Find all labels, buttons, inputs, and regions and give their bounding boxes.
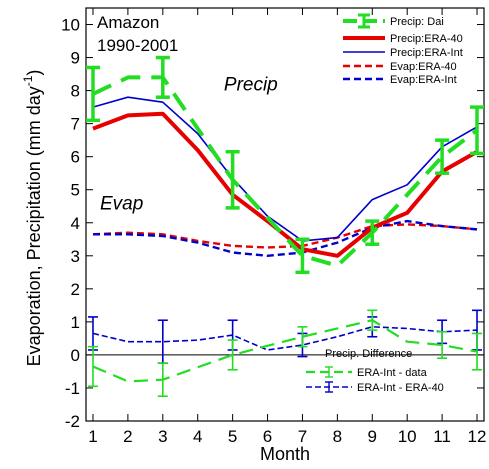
legend-top: Precip: Dai Precip:ERA-40 Precip:ERA-Int Ev… bbox=[343, 13, 463, 86]
x-tick-label: 2 bbox=[123, 427, 132, 446]
y-tick-label: 3 bbox=[71, 247, 80, 266]
series-precip_dai bbox=[85, 55, 485, 275]
x-tick-label: 10 bbox=[398, 427, 417, 446]
inset-title-line-1: Amazon bbox=[97, 13, 159, 32]
x-tick-label: 3 bbox=[158, 427, 167, 446]
x-tick-label: 7 bbox=[298, 427, 307, 446]
y-tick-label: 5 bbox=[71, 181, 80, 200]
series-line bbox=[92, 326, 478, 351]
y-tick-label: 7 bbox=[71, 115, 80, 134]
series-line bbox=[92, 111, 478, 258]
series-evap_era40 bbox=[92, 223, 478, 249]
series-precip_eraint bbox=[92, 96, 478, 242]
legend-label: Evap:ERA-40 bbox=[390, 61, 457, 73]
legend-label: ERA-Int - ERA-40 bbox=[357, 382, 444, 394]
legend-item-precip_eraint: Precip:ERA-Int bbox=[343, 47, 463, 59]
series-diff_int_data bbox=[87, 309, 483, 398]
y-tick-label: 9 bbox=[71, 49, 80, 68]
y-tick-label: -2 bbox=[65, 412, 80, 431]
x-axis-title: Month bbox=[260, 444, 310, 464]
y-axis-title-main: Evaporation, Precipitation (mm day bbox=[24, 86, 44, 366]
legend-label: ERA-Int - data bbox=[357, 367, 428, 379]
x-tick-label: 8 bbox=[333, 427, 342, 446]
x-tick-label: 1 bbox=[88, 427, 97, 446]
annotation-evap: Evap bbox=[100, 194, 143, 215]
series-line bbox=[92, 75, 479, 268]
y-axis-title-close: ) bbox=[24, 70, 44, 76]
legend-bottom-title: Precip. Difference bbox=[325, 348, 412, 360]
series-layer bbox=[85, 55, 485, 398]
legend-item-diff_int_era40: ERA-Int - ERA-40 bbox=[306, 381, 444, 394]
x-tick-label: 12 bbox=[468, 427, 487, 446]
x-tick-label: 6 bbox=[263, 427, 272, 446]
annotation-precip: Precip bbox=[224, 75, 278, 96]
x-tick-label: 5 bbox=[228, 427, 237, 446]
series-evap_eraint bbox=[93, 219, 478, 257]
y-tick-label: 0 bbox=[71, 346, 80, 365]
plot-frame bbox=[85, 7, 485, 422]
series-precip_era40 bbox=[92, 111, 478, 258]
y-axis-title-superscript: -1 bbox=[21, 75, 35, 86]
y-tick-label: 4 bbox=[71, 214, 80, 233]
y-tick-label: 2 bbox=[71, 280, 80, 299]
legend-item-evap_era40: Evap:ERA-40 bbox=[343, 61, 457, 73]
y-tick-label: 6 bbox=[71, 148, 80, 167]
y-tick-label: 10 bbox=[61, 16, 80, 35]
legend-item-precip_era40: Precip:ERA-40 bbox=[343, 33, 463, 45]
legend-bottom: Precip. Difference ERA-Int - data ERA-Int … bbox=[306, 348, 444, 394]
series-line bbox=[92, 96, 478, 242]
legend-item-precip_dai: Precip: Dai bbox=[343, 13, 444, 29]
legend-label: Evap:ERA-Int bbox=[390, 74, 457, 86]
y-tick-label: 1 bbox=[71, 313, 80, 332]
y-tick-label: 8 bbox=[71, 82, 80, 101]
inset-title-line-2: 1990-2001 bbox=[97, 36, 178, 55]
legend-item-evap_eraint: Evap:ERA-Int bbox=[343, 74, 457, 86]
y-tick-label: -1 bbox=[65, 379, 80, 398]
legend-label: Precip:ERA-40 bbox=[390, 33, 463, 45]
legend-item-diff_int_data: ERA-Int - data bbox=[306, 366, 428, 379]
x-tick-label: 9 bbox=[368, 427, 377, 446]
legend-label: Precip:ERA-Int bbox=[390, 47, 463, 59]
series-line bbox=[93, 219, 478, 257]
series-line bbox=[92, 319, 478, 383]
series-line bbox=[92, 223, 478, 249]
y-axis-title: Evaporation, Precipitation (mm day-1) bbox=[21, 70, 44, 367]
x-tick-label: 11 bbox=[433, 427, 451, 446]
x-tick-label: 4 bbox=[193, 427, 202, 446]
legend-label: Precip: Dai bbox=[390, 16, 444, 28]
